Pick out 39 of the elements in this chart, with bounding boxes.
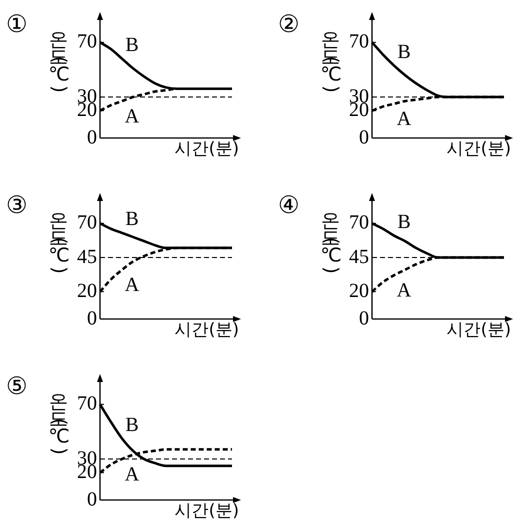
series-label: A [124,274,140,296]
y-tick-label: 70 [77,30,97,53]
y-tick-label: 45 [77,246,97,268]
y-tick-label: 45 [349,246,369,268]
series-label: A [124,463,140,486]
y-tick-label: 70 [349,212,369,234]
chart-title: ① [6,10,28,38]
y-axis-title: 온도(℃) [320,199,342,274]
x-axis-title: 시간(분) [174,320,239,340]
chart-title: ④ [278,191,300,219]
y-axis-title: 온도(℃) [48,18,70,93]
chart-title: ⑤ [6,372,28,400]
y-tick-label: 0 [87,307,97,330]
chart-title: ② [278,10,300,38]
series-label: B [397,40,411,63]
series-label: A [124,105,140,128]
series-label: A [396,108,412,130]
x-axis-title: 시간(분) [174,501,239,521]
series-label: A [396,280,412,302]
y-tick-label: 0 [359,126,369,148]
y-tick-label: 0 [87,488,97,510]
x-axis-title: 시간(분) [174,139,239,159]
x-axis-title: 시간(분) [446,139,511,159]
y-axis-title: 온도(℃) [48,199,70,274]
y-tick-label: 20 [349,280,369,302]
series-label: B [397,210,411,233]
y-tick-label: 70 [77,212,97,234]
y-axis-title: 온도(℃) [48,380,70,455]
series-label: B [125,34,139,56]
y-tick-label: 0 [87,126,97,148]
y-tick-label: 20 [77,280,97,302]
y-tick-label: 70 [349,30,369,53]
y-axis-title: 온도(℃) [320,18,342,93]
series-label: B [125,414,139,436]
chart-title: ③ [6,191,28,219]
series-label: B [125,208,139,230]
y-tick-label: 0 [359,307,369,330]
x-axis-title: 시간(분) [446,320,511,340]
y-tick-label: 70 [77,392,97,415]
